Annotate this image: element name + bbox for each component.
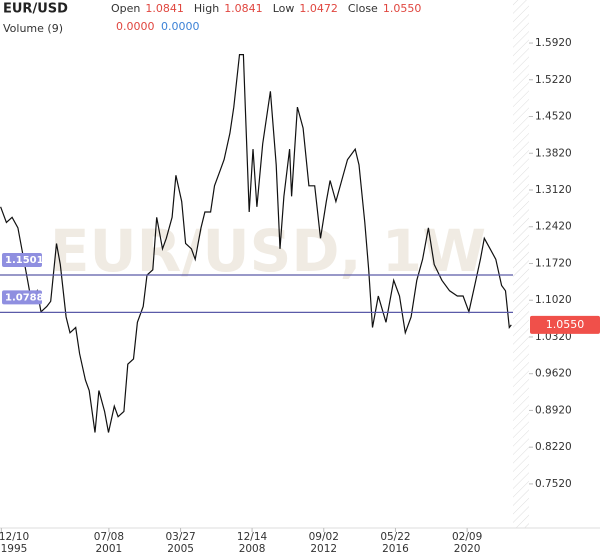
y-tick-label: 1.5920	[535, 37, 572, 49]
hline-label: 1.0788	[5, 292, 44, 303]
x-tick-label: 12/10 1995	[0, 531, 29, 555]
ohlc-value: 1.0841	[224, 2, 263, 15]
y-tick-label: 1.3820	[535, 147, 572, 159]
last-price-label: 1.0550	[546, 318, 585, 331]
hline-label-box	[2, 290, 42, 305]
ohlc-label: Open	[111, 2, 140, 15]
x-tick-label: 07/08 2001	[94, 531, 124, 555]
watermark: EUR/USD, 1W	[50, 217, 486, 285]
y-tick-label: 1.1020	[535, 294, 572, 306]
y-tick-label: 1.4520	[535, 111, 572, 123]
y-tick-label: 0.8920	[535, 404, 572, 416]
price-line	[0, 54, 512, 433]
volume-value: 0.0000	[116, 20, 155, 33]
x-tick-label: 09/02 2012	[309, 531, 339, 555]
y-tick-label: 1.3120	[535, 184, 572, 196]
x-tick-label: 12/14 2008	[237, 531, 268, 555]
hline-label-box	[2, 252, 42, 267]
ohlc-label: High	[194, 2, 219, 15]
y-tick-label: 0.8220	[535, 441, 572, 453]
hline-label: 1.1501	[5, 255, 44, 266]
ohlc-value: 1.0472	[299, 2, 338, 15]
volume-label: Volume (9)	[3, 22, 63, 35]
y-tick-label: 1.5220	[535, 74, 572, 86]
symbol-title: EUR/USD	[3, 2, 68, 17]
x-tick-label: 03/27 2005	[165, 531, 195, 555]
y-tick-label: 1.2420	[535, 221, 572, 233]
y-tick-label: 1.0320	[535, 331, 572, 343]
y-tick-label: 0.9620	[535, 368, 572, 380]
future-area	[513, 0, 529, 528]
ohlc-value: 1.0841	[145, 2, 184, 15]
ohlc-label: Low	[273, 2, 295, 15]
x-tick-label: 02/09 2020	[452, 531, 482, 555]
y-tick-label: 1.1720	[535, 257, 572, 269]
volume-value: 0.0000	[161, 20, 200, 33]
y-tick-label: 0.7520	[535, 478, 572, 490]
ohlc-value: 1.0550	[383, 2, 422, 15]
last-price-box	[530, 315, 600, 334]
ohlc-label: Close	[348, 2, 378, 15]
x-tick-label: 05/22 2016	[380, 531, 410, 555]
